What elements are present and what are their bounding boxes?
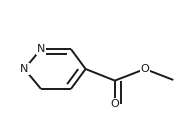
Text: N: N [37,44,45,54]
Text: O: O [141,64,149,74]
Text: O: O [110,99,119,109]
Text: N: N [20,64,29,74]
